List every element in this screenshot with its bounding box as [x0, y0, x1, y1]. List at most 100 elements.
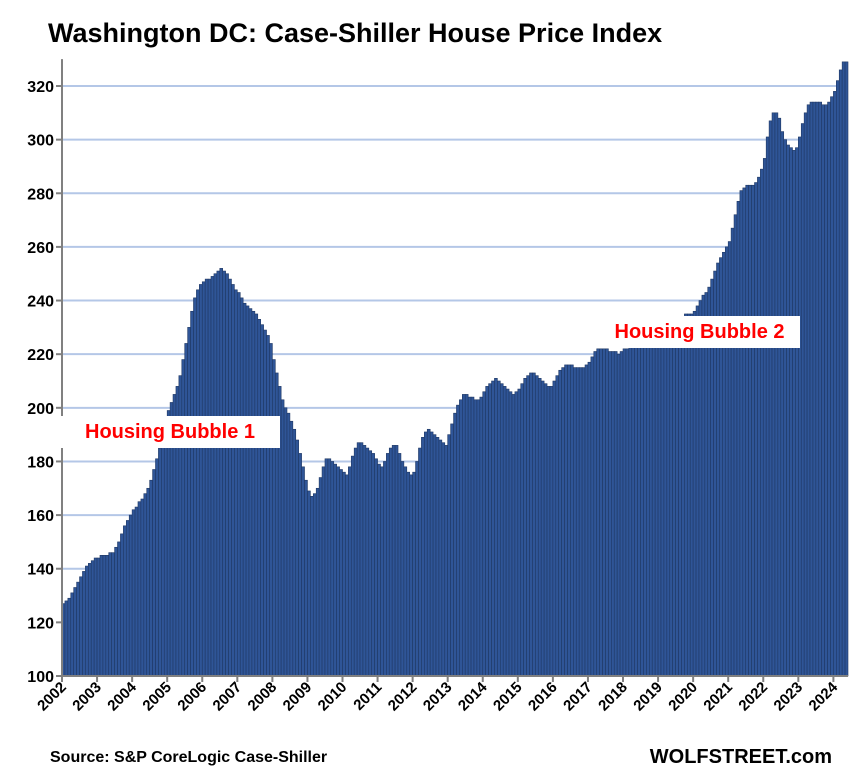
- bar: [806, 104, 811, 677]
- bar: [394, 445, 399, 677]
- x-tick-label: 2016: [525, 679, 561, 715]
- bar: [161, 437, 165, 677]
- x-tick-label: 2021: [700, 679, 736, 715]
- bar: [237, 292, 241, 677]
- bar: [242, 302, 247, 677]
- bar: [120, 533, 124, 677]
- bar: [362, 445, 367, 677]
- bar: [412, 471, 416, 677]
- y-tick-label: 140: [27, 562, 54, 579]
- x-tick-label: 2012: [385, 679, 421, 715]
- bar: [608, 351, 612, 677]
- bar: [123, 525, 127, 677]
- bar: [400, 461, 405, 677]
- bar: [762, 158, 767, 677]
- bar: [459, 399, 463, 677]
- bar: [181, 359, 186, 677]
- bar: [520, 383, 524, 677]
- bar: [330, 461, 335, 677]
- bar: [105, 555, 110, 677]
- x-tick-label: 2019: [630, 679, 666, 715]
- bar: [567, 364, 571, 677]
- bar: [345, 474, 349, 677]
- x-tick-label: 2023: [771, 679, 807, 715]
- bar: [505, 388, 510, 677]
- bar: [348, 466, 352, 677]
- bar: [540, 380, 545, 677]
- bar: [663, 324, 668, 677]
- bar: [79, 576, 83, 677]
- brand-label: WOLFSTREET.com: [649, 746, 832, 768]
- bar: [158, 447, 162, 677]
- bar: [649, 337, 653, 677]
- bar: [666, 321, 671, 677]
- bar: [517, 388, 522, 677]
- bar: [643, 340, 647, 677]
- bar: [96, 557, 101, 677]
- bar: [698, 300, 703, 677]
- bar: [768, 120, 773, 677]
- bar: [587, 361, 592, 677]
- bar: [365, 447, 370, 677]
- bar: [561, 367, 565, 677]
- bar: [397, 453, 402, 677]
- bar: [634, 343, 638, 677]
- bar: [70, 592, 74, 677]
- bar: [689, 313, 694, 677]
- bar: [374, 458, 378, 677]
- bar: [102, 555, 107, 677]
- bar: [543, 383, 548, 677]
- bar: [838, 69, 843, 677]
- bar: [324, 458, 329, 677]
- bar: [631, 345, 635, 677]
- bar: [310, 496, 314, 677]
- bar: [333, 463, 337, 677]
- bar: [67, 597, 72, 677]
- bar: [409, 474, 413, 677]
- bar: [292, 428, 297, 677]
- bar: [368, 450, 373, 677]
- bar: [637, 343, 641, 677]
- bar: [76, 581, 80, 677]
- bar: [552, 380, 557, 677]
- bar: [748, 184, 752, 677]
- bar: [315, 487, 320, 677]
- bar: [403, 466, 408, 677]
- bar: [625, 348, 630, 677]
- bar: [596, 348, 600, 677]
- bar: [359, 442, 364, 677]
- bar: [111, 552, 115, 677]
- bar: [485, 386, 489, 677]
- bar: [280, 399, 285, 677]
- bar: [289, 420, 294, 677]
- bar: [841, 61, 846, 677]
- bar: [131, 509, 136, 677]
- bar: [219, 268, 224, 677]
- bar: [134, 506, 139, 677]
- bar: [114, 546, 118, 677]
- bar: [765, 136, 770, 677]
- bar: [742, 187, 747, 677]
- bar: [283, 407, 288, 677]
- bar: [228, 278, 232, 677]
- bar: [234, 289, 238, 677]
- y-tick-label: 180: [27, 454, 54, 471]
- bar: [312, 493, 317, 677]
- bar: [473, 399, 478, 677]
- bar: [669, 319, 673, 677]
- bar: [377, 463, 381, 677]
- bar: [532, 372, 536, 677]
- bar: [93, 557, 98, 677]
- x-tick-label: 2011: [350, 679, 385, 714]
- bar: [695, 305, 700, 677]
- bar: [800, 123, 805, 677]
- bar: [523, 378, 527, 677]
- bar: [342, 471, 346, 677]
- bar: [152, 469, 156, 677]
- x-tick-label: 2015: [490, 679, 526, 715]
- bar: [196, 289, 200, 677]
- bar: [456, 404, 460, 677]
- bar: [199, 284, 203, 677]
- bar: [383, 461, 387, 677]
